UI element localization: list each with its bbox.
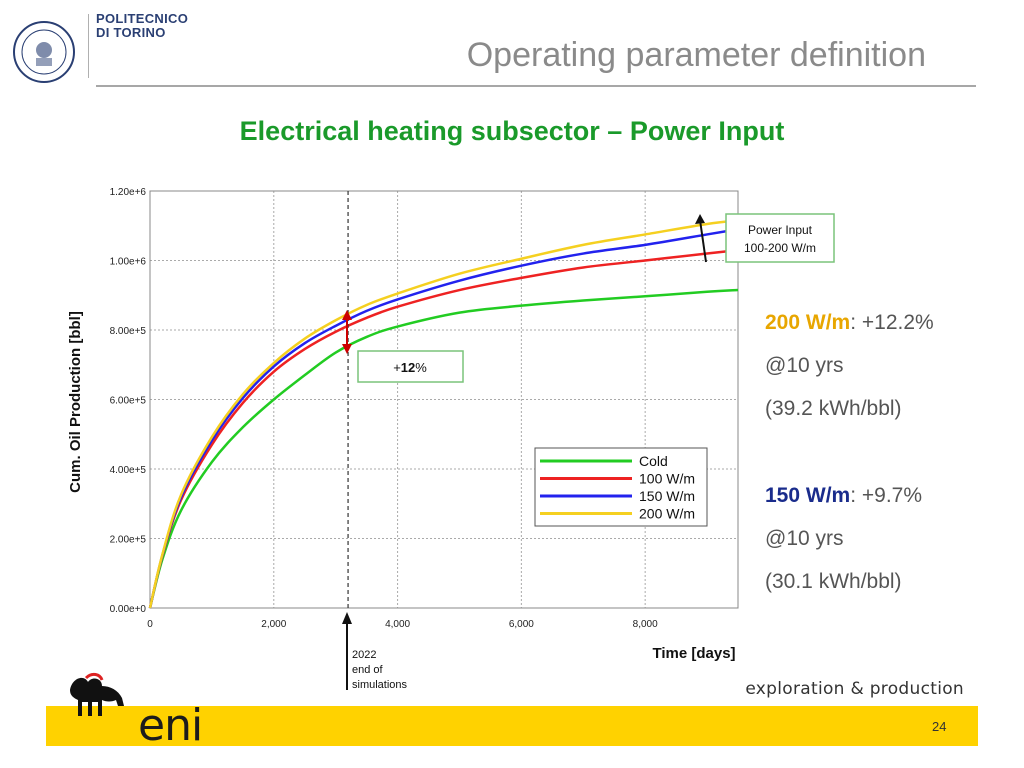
y-tick-label: 4.00e+5 <box>110 465 147 476</box>
legend-label: 100 W/m <box>639 471 695 487</box>
x-tick-label: 2,000 <box>261 619 286 630</box>
six-legged-dog-logo <box>70 672 124 716</box>
university-name-line2: DI TORINO <box>96 25 166 40</box>
header-divider <box>88 14 89 78</box>
eni-brand-text: eni <box>138 700 203 751</box>
legend-label: 200 W/m <box>639 506 695 522</box>
sim-end-text: end of <box>352 664 384 676</box>
power-input-arrow <box>699 219 707 263</box>
page-title: Operating parameter definition <box>466 36 926 74</box>
footer-band <box>46 706 978 746</box>
slide-subtitle: Electrical heating subsector – Power Inp… <box>239 116 785 146</box>
x-tick-label: 4,000 <box>385 619 410 630</box>
chart-grid <box>150 191 738 608</box>
note-150-result: 150 W/m: +9.7% <box>765 484 922 508</box>
x-axis-label: Time [days] <box>652 645 735 662</box>
legend-label: Cold <box>639 453 668 469</box>
division-label: exploration & production <box>745 679 964 699</box>
politecnico-seal-logo <box>13 21 75 83</box>
series-line-100-w-m <box>148 248 739 609</box>
y-axis-label: Cum. Oil Production [bbl] <box>67 311 84 493</box>
y-tick-label: 0.00e+0 <box>110 604 147 615</box>
note-200-result: 200 W/m: +12.2% <box>765 311 934 335</box>
note-150-value: : +9.7% <box>850 484 923 507</box>
note-150-period: @10 yrs <box>765 527 844 550</box>
sim-end-arrowhead <box>342 612 352 624</box>
note-200-value: : +12.2% <box>850 311 934 334</box>
y-tick-label: 6.00e+5 <box>110 396 147 407</box>
power-input-label: Power Input <box>748 223 813 237</box>
increase-label: +12% <box>393 360 427 375</box>
note-200-label: 200 W/m <box>765 311 851 334</box>
series-line-200-w-m <box>148 219 739 609</box>
power-input-arrowhead <box>695 214 705 224</box>
y-tick-label: 1.00e+6 <box>110 257 147 268</box>
chart-ticks: 0 2,000 4,000 6,000 8,000 0.00e+0 2.00e+5 4.00e… <box>110 187 659 630</box>
increase-arrowhead-down <box>342 344 352 354</box>
power-input-box <box>725 213 835 263</box>
university-name: POLITECNICO DI TORINO <box>96 12 188 40</box>
x-tick-label: 8,000 <box>633 619 658 630</box>
x-tick-label: 6,000 <box>509 619 534 630</box>
note-200-period: @10 yrs <box>765 354 844 377</box>
legend-label: 150 W/m <box>639 488 695 504</box>
increase-arrowhead-up <box>342 310 352 320</box>
power-input-range: 100-200 W/m <box>744 241 816 255</box>
chart-series <box>148 219 739 609</box>
x-tick-label: 0 <box>147 619 153 630</box>
note-150-label: 150 W/m <box>765 484 851 507</box>
plot-frame <box>149 190 739 609</box>
note-150-energy: (30.1 kWh/bbl) <box>765 570 902 593</box>
y-tick-label: 8.00e+5 <box>110 326 147 337</box>
note-200-energy: (39.2 kWh/bbl) <box>765 397 902 420</box>
y-tick-label: 2.00e+5 <box>110 535 147 546</box>
sim-end-year: 2022 <box>352 649 376 661</box>
university-name-line1: POLITECNICO <box>96 11 189 26</box>
y-tick-label: 1.20e+6 <box>110 187 147 198</box>
page-number: 24 <box>932 719 947 734</box>
sim-end-text-2: simulations <box>352 679 408 691</box>
increase-box <box>357 350 464 383</box>
series-line-150-w-m <box>148 227 739 609</box>
title-rule <box>96 85 976 87</box>
